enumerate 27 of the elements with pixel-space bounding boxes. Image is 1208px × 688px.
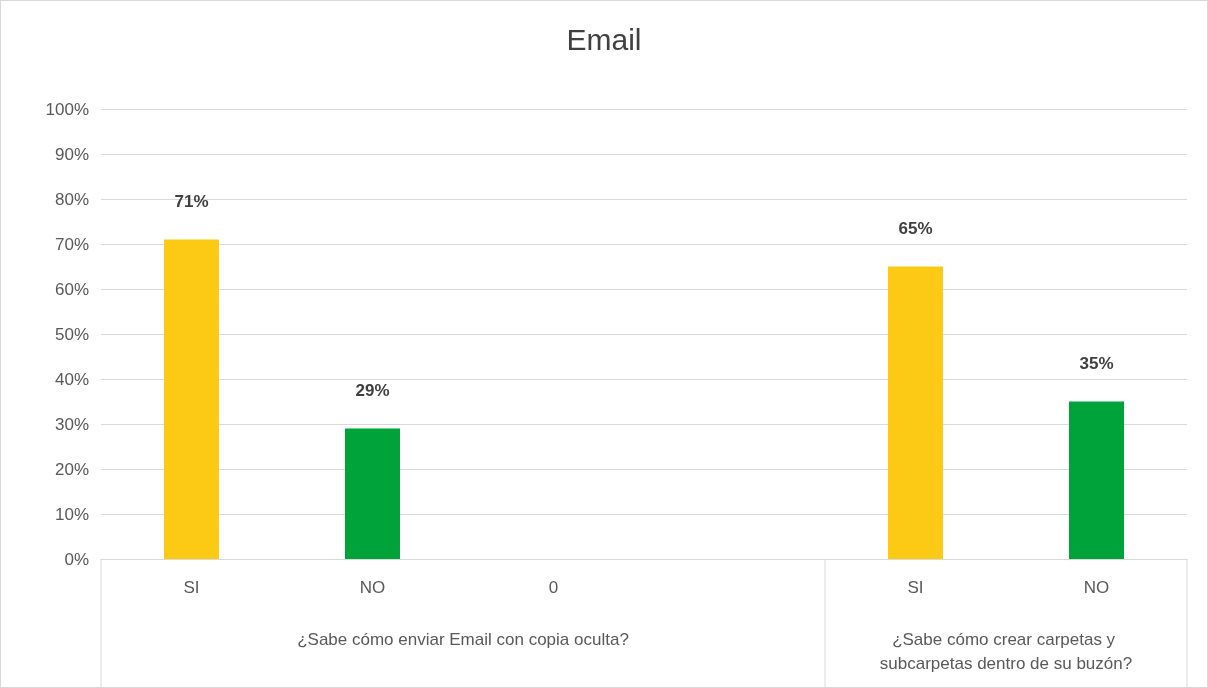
x-tick-label: NO <box>359 578 386 597</box>
y-tick-label: 50% <box>54 324 89 344</box>
data-label: 65% <box>898 218 933 238</box>
bar <box>164 239 219 559</box>
y-tick-label: 40% <box>54 369 89 389</box>
bar <box>1069 401 1124 559</box>
x-tick-label: NO <box>1083 578 1110 597</box>
data-label: 71% <box>174 191 209 211</box>
y-tick-label: 0% <box>64 549 89 569</box>
data-label: 29% <box>355 380 390 400</box>
chart-title: Email <box>566 22 642 56</box>
y-tick-label: 30% <box>54 414 89 434</box>
bar <box>888 266 943 559</box>
y-tick-label: 10% <box>54 504 89 524</box>
x-tick-label: SI <box>907 578 924 597</box>
y-tick-label: 100% <box>45 99 89 119</box>
y-tick-label: 20% <box>54 459 89 479</box>
x-tick-label: 0 <box>548 578 559 597</box>
data-label: 35% <box>1079 353 1114 373</box>
y-tick-label: 80% <box>54 189 89 209</box>
x-tick-label: SI <box>183 578 200 597</box>
y-tick-label: 90% <box>54 144 89 164</box>
text: ¿Sabe cómo enviar Email con copia oculta? <box>297 629 629 649</box>
bar <box>345 428 400 559</box>
y-tick-label: 60% <box>54 279 89 299</box>
y-tick-label: 70% <box>54 234 89 254</box>
text: ¿Sabe cómo crear carpetas y subcarpetas dentro de su buzón? <box>879 629 1133 673</box>
